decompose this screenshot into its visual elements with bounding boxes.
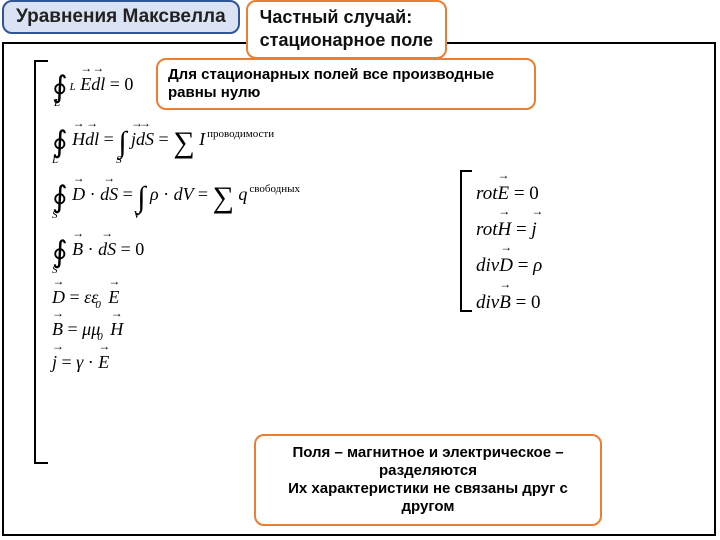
title-pill-left: Уравнения Максвелла <box>2 0 240 34</box>
eq3-dV: dV <box>174 184 194 204</box>
eq2: ∮ Hdl = ∫ jdS = ∑ Iпроводимости <box>52 119 298 154</box>
title-right-line1: Частный случай: <box>260 6 433 29</box>
eq5-D: D <box>52 287 65 308</box>
eq3: ∮ D · dS = ∫ ρ · dV = ∑ qсвободных <box>52 174 298 209</box>
title-left-text: Уравнения Максвелла <box>16 5 226 29</box>
eq2-sum: ∑ <box>173 126 194 159</box>
eq6-B: B <box>52 319 63 340</box>
callout-top-text: Для стационарных полей все производные р… <box>168 66 494 101</box>
req4-B: B <box>499 286 511 320</box>
eq2-eq2: = <box>159 129 174 149</box>
eq4-dS: dS <box>98 239 116 260</box>
eq3-dot2: · <box>159 184 174 204</box>
header: Уравнения Максвелла Частный случай: стац… <box>2 0 447 59</box>
callout-top: Для стационарных полей все производные р… <box>156 58 536 110</box>
eq1-sub: L <box>70 81 76 93</box>
eq4: ∮ B · dS = 0 <box>52 229 298 264</box>
eq2-dl: dl <box>85 129 99 150</box>
eq7: j = γ · E <box>52 352 298 373</box>
req1-op: rot <box>476 183 497 204</box>
eq5-E: E <box>108 287 119 308</box>
eq3-eq1: = <box>123 184 138 204</box>
bracket-left <box>34 60 48 464</box>
req3-eq: = <box>513 255 533 276</box>
eq4-int1: ∮ <box>52 236 68 269</box>
eq7-dot: · <box>83 352 98 372</box>
eq3-int1: ∮ <box>52 181 68 214</box>
eq6: B = μμ0 H <box>52 319 298 340</box>
eq3-sum: ∑ <box>212 181 233 214</box>
eq3-q: q <box>238 184 247 204</box>
eq5: D = εε0 E <box>52 287 298 308</box>
eq1-dl: dl <box>91 74 105 95</box>
eq2-H: H <box>72 129 85 150</box>
eq7-E: E <box>98 352 109 373</box>
eq4-dot: · <box>83 239 98 259</box>
eq2-sup: проводимости <box>207 128 274 140</box>
eq5-sub0: 0 <box>95 299 101 311</box>
eq1-E: E <box>80 74 91 95</box>
eq7-eq: = <box>62 352 77 372</box>
eq1-rhs: = 0 <box>110 74 134 94</box>
eq3-eq2: = <box>198 184 213 204</box>
eq3-sup: свободных <box>249 183 300 195</box>
eq2-dS: dS <box>136 129 154 150</box>
callout-bottom-line1: Поля – магнитное и электрическое – разде… <box>266 444 590 480</box>
eq6-eq: = <box>68 319 83 339</box>
eq2-I: I <box>199 129 205 149</box>
title-right-line2: стационарное поле <box>260 29 433 52</box>
req2-eq: = <box>511 219 531 240</box>
req3-op: div <box>476 255 499 276</box>
req4-op: div <box>476 292 499 313</box>
eq7-j: j <box>52 352 57 373</box>
eq2-int2: ∫ <box>118 126 126 159</box>
eq1-int: ∮ <box>52 71 68 104</box>
eq3-int2: ∫ <box>137 181 145 214</box>
eq4-rhs: = 0 <box>121 239 145 259</box>
bracket-right <box>460 170 472 312</box>
req4-rhs: = 0 <box>511 292 541 313</box>
eq4-B: B <box>72 239 83 260</box>
req2-j: j <box>531 213 536 247</box>
req3-rho: ρ <box>533 255 542 276</box>
req2-op: rot <box>476 219 497 240</box>
eq2-int1: ∮ <box>52 126 68 159</box>
req4: divB = 0 <box>476 286 542 320</box>
callout-bottom: Поля – магнитное и электрическое – разде… <box>254 434 602 526</box>
eq5-eq: = <box>70 287 85 307</box>
title-pill-right: Частный случай: стационарное поле <box>246 0 447 59</box>
eq3-dot1: · <box>85 184 100 204</box>
eq2-eq1: = <box>104 129 119 149</box>
eq3-dS: dS <box>100 184 118 205</box>
eq6-H: H <box>110 319 123 340</box>
equations-right: rotE = 0 rotH = j divD = ρ divB = 0 <box>476 175 542 322</box>
eq3-rho: ρ <box>150 184 159 204</box>
eq3-D: D <box>72 184 85 205</box>
callout-bottom-line2: Их характеристики не связаны друг с друг… <box>266 480 590 516</box>
